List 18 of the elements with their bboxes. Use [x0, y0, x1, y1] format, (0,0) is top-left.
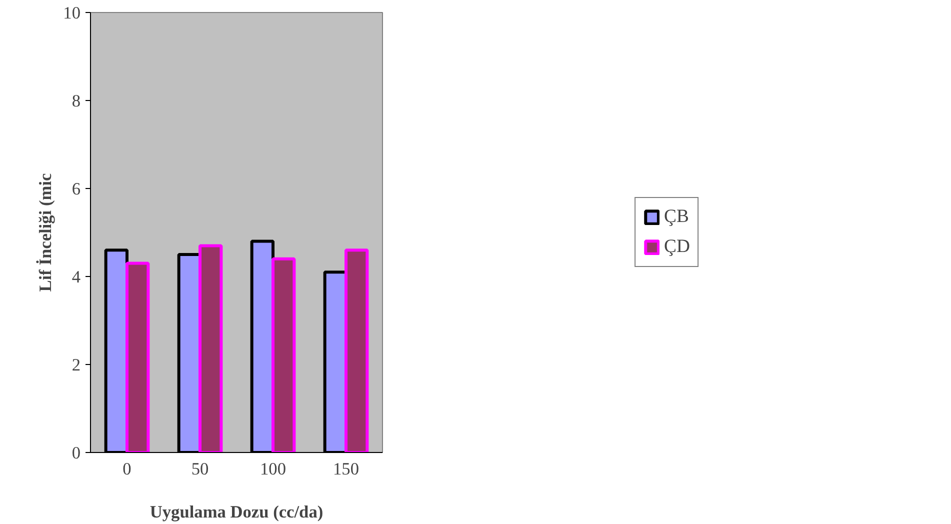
x-tick-label: 100: [260, 460, 286, 478]
y-tick-label: 4: [72, 268, 81, 286]
x-tick-label: 0: [122, 460, 132, 478]
x-tick-label: 50: [191, 460, 209, 478]
y-axis-title: Lif İnceliği (mic: [36, 173, 56, 292]
legend-label: ÇB: [664, 206, 689, 228]
y-tick-label: 0: [72, 444, 81, 462]
bar: [198, 244, 223, 452]
y-tick-label: 10: [63, 4, 80, 22]
bar: [272, 257, 296, 452]
legend-label: ÇD: [664, 236, 690, 258]
y-tick-label: 6: [72, 180, 81, 198]
x-tick-label: 150: [333, 460, 360, 478]
y-tick-label: 2: [72, 356, 81, 374]
bar: [126, 262, 150, 452]
y-tick-label: 8: [72, 92, 81, 110]
bar: [344, 248, 369, 452]
x-axis-title: Uygulama Dozu (cc/da): [150, 502, 324, 522]
